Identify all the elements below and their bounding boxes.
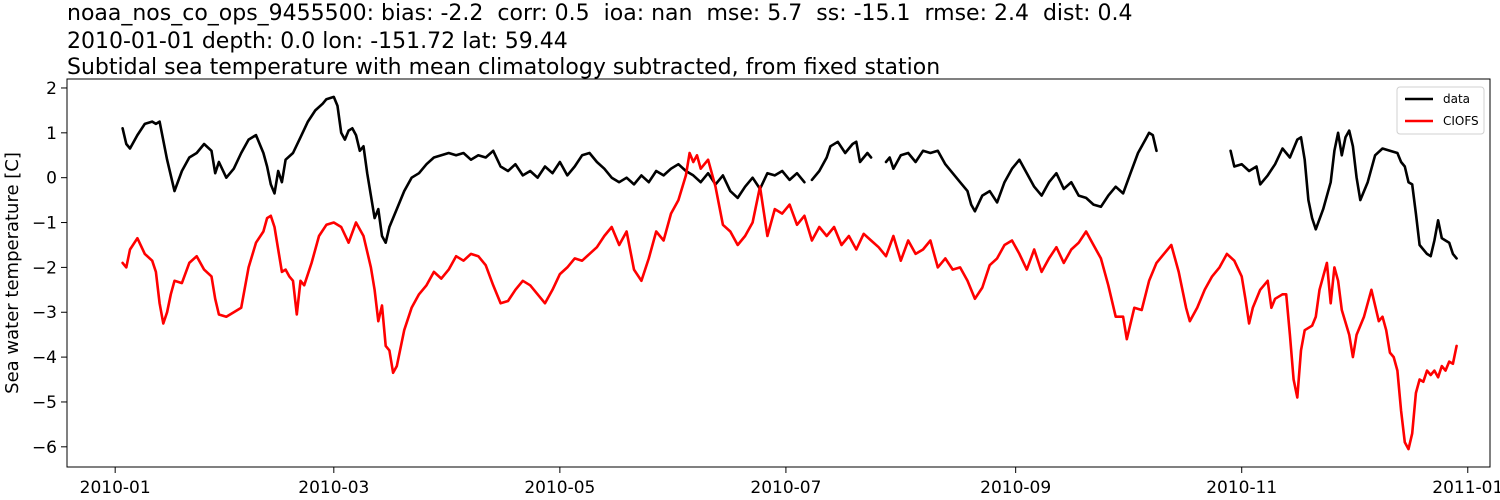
y-tick-label: −6	[32, 438, 57, 458]
series-line-ciofs	[121, 151, 1458, 451]
y-axis-label: Sea water temperature [C]	[2, 152, 23, 394]
y-tick-label: 2	[46, 79, 57, 99]
y-tick-label: −1	[32, 214, 57, 234]
series-line-data	[121, 95, 1458, 260]
x-tick-label: 2010-01	[80, 478, 151, 498]
x-axis: 2010-01 2010-03 2010-05 2010-07 2010-09 2010-…	[80, 467, 1500, 498]
x-tick-label: 2010-07	[750, 478, 821, 498]
y-tick-label: −3	[32, 303, 57, 323]
legend: data CIOFS	[1396, 86, 1485, 135]
series-layer	[121, 95, 1458, 451]
x-tick-label: 2010-05	[524, 478, 595, 498]
legend-entry-ciofs: CIOFS	[1443, 114, 1479, 128]
x-tick-label: 2010-11	[1206, 478, 1277, 498]
chart-title-line-3: Subtidal sea temperature with mean clima…	[67, 55, 941, 80]
y-axis: 2 1 0 −1 −2 −3 −4 −5 −6	[32, 79, 67, 458]
x-tick-label: 2010-09	[980, 478, 1051, 498]
y-tick-label: 1	[46, 124, 57, 144]
x-tick-label: 2011-01	[1432, 478, 1500, 498]
y-tick-label: −2	[32, 258, 57, 278]
axes-frame	[66, 78, 1491, 468]
legend-entry-data: data	[1443, 92, 1470, 106]
chart-title-line-1: noaa_nos_co_ops_9455500: bias: -2.2 corr…	[67, 1, 1133, 26]
x-tick-label: 2010-03	[298, 478, 369, 498]
y-tick-label: −5	[32, 393, 57, 413]
y-tick-label: 0	[46, 169, 57, 189]
chart-title-line-2: 2010-01-01 depth: 0.0 lon: -151.72 lat: …	[67, 29, 568, 54]
y-tick-label: −4	[32, 348, 57, 368]
